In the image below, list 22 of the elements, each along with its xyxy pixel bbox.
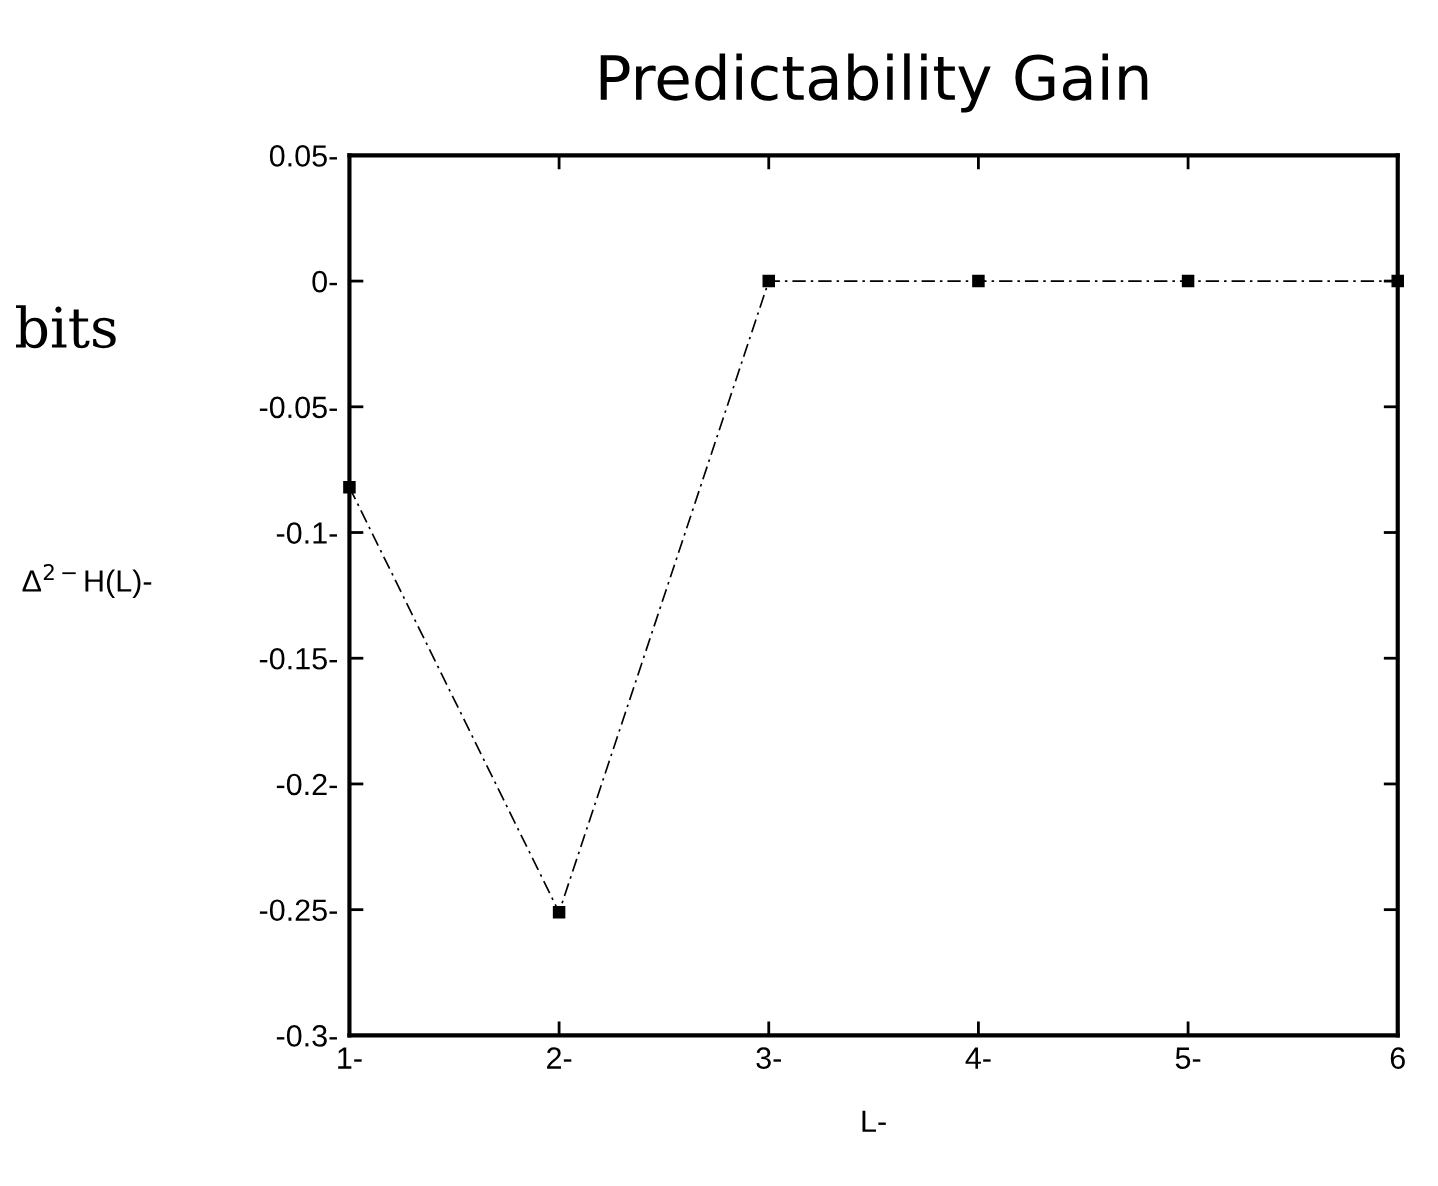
x-tick-label: 4- xyxy=(965,1047,991,1069)
x-tick-label: 5- xyxy=(1175,1047,1201,1069)
x-tick-label: 3- xyxy=(756,1047,781,1069)
y-tick-label: -0.3- xyxy=(276,1025,337,1047)
point xyxy=(972,274,985,288)
y-axis-title: Δ$^{2−}$H(L)- xyxy=(22,564,152,598)
y-tick-label: 0.05- xyxy=(269,145,337,167)
x-tick-label: 2- xyxy=(547,1047,572,1069)
text: bits xyxy=(15,305,116,349)
point xyxy=(762,274,776,288)
chart-title: Predictability Gain xyxy=(600,53,1148,113)
x-tick-label: 6 xyxy=(1390,1047,1405,1069)
x-tick-label: 1- xyxy=(338,1047,362,1069)
x-axis-title: L- xyxy=(862,1110,886,1132)
y-tick-label: -0.2- xyxy=(276,773,337,796)
y-tick-label: 0- xyxy=(312,270,337,293)
y-tick-label: -0.05- xyxy=(259,396,337,419)
y-tick-label: -0.25- xyxy=(259,899,337,922)
y-tick-label: -0.15- xyxy=(259,647,337,670)
y-tick-label: -0.1- xyxy=(276,522,337,544)
point xyxy=(1181,274,1195,288)
point xyxy=(552,905,566,919)
